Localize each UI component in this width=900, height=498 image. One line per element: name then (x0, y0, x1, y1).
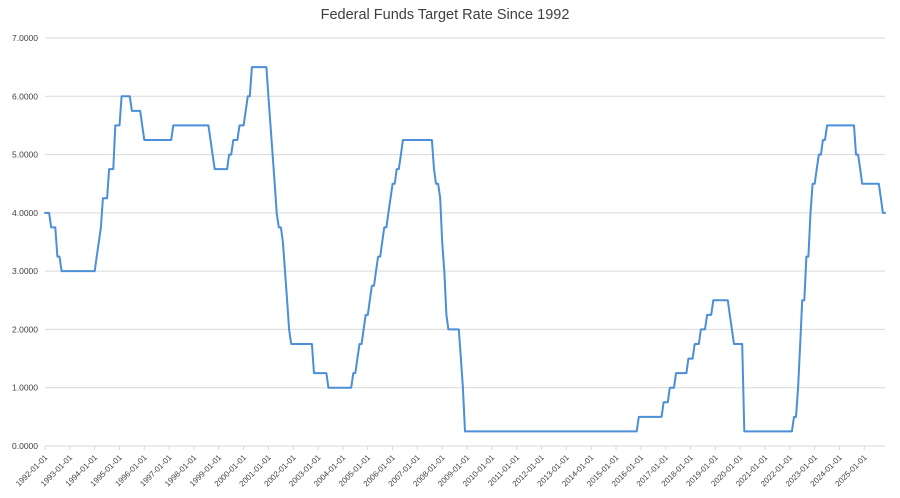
x-axis-ticks (44, 446, 865, 450)
y-tick-label: 1.0000 (12, 383, 38, 393)
y-tick-label: 0.0000 (12, 441, 38, 451)
y-tick-label: 3.0000 (12, 266, 38, 276)
rate-series-line (44, 66, 886, 433)
gridlines (45, 37, 885, 447)
chart-title: Federal Funds Target Rate Since 1992 (320, 7, 570, 23)
x-axis-labels: 1992-01-011993-01-011994-01-011995-01-01… (14, 453, 869, 489)
y-axis-labels: 0.0000 1.0000 2.0000 3.0000 4.0000 5.0000 6.00… (12, 33, 38, 451)
y-tick-label: 5.0000 (12, 150, 38, 160)
y-tick-label: 6.0000 (12, 91, 38, 101)
y-tick-label: 2.0000 (12, 324, 38, 334)
y-tick-label: 4.0000 (12, 208, 38, 218)
y-tick-label: 7.0000 (12, 33, 38, 43)
